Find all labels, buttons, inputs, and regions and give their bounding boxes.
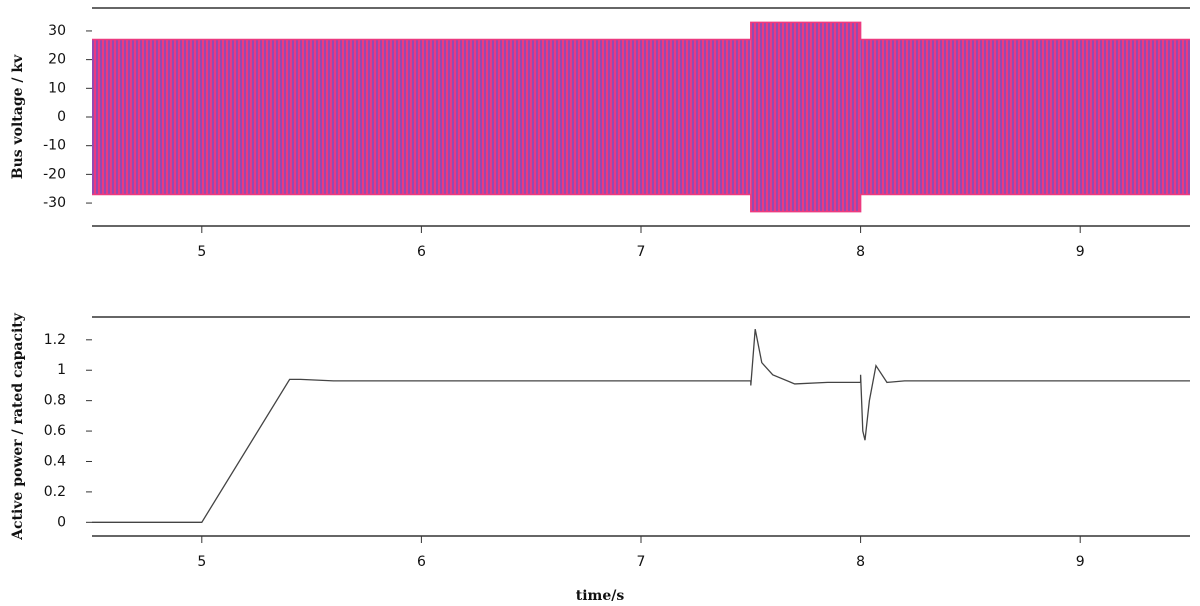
x-tick-label: 5 xyxy=(197,244,206,260)
y-tick-label: -10 xyxy=(43,138,66,154)
x-tick-label: 6 xyxy=(417,554,426,570)
y-tick-label: 0.4 xyxy=(44,453,66,469)
y-axis-title: Active power / rated capacity xyxy=(10,312,26,541)
y-tick-label: 0 xyxy=(57,514,66,530)
voltage-envelope xyxy=(92,193,1190,213)
y-tick-label: 0.2 xyxy=(44,484,66,500)
voltage-band xyxy=(860,39,1190,195)
x-tick-label: 9 xyxy=(1076,244,1085,260)
x-tick-label: 9 xyxy=(1076,554,1085,570)
x-axis-title: time/s xyxy=(576,588,625,604)
y-tick-label: -20 xyxy=(43,166,66,182)
x-tick-label: 5 xyxy=(197,554,206,570)
y-tick-label: 30 xyxy=(48,23,66,39)
power-line xyxy=(92,329,1190,523)
y-tick-label: 0 xyxy=(57,109,66,125)
x-tick-label: 8 xyxy=(856,554,865,570)
x-tick-label: 7 xyxy=(637,244,646,260)
x-tick-label: 6 xyxy=(417,244,426,260)
y-tick-label: 0.8 xyxy=(44,393,66,409)
voltage-envelope xyxy=(92,21,1190,41)
y-tick-label: 10 xyxy=(48,80,66,96)
y-tick-label: 1 xyxy=(57,362,66,378)
y-tick-label: -30 xyxy=(43,195,66,211)
voltage-band xyxy=(92,39,751,195)
y-tick-label: 1.2 xyxy=(44,332,66,348)
y-tick-label: 0.6 xyxy=(44,423,66,439)
x-tick-label: 8 xyxy=(856,244,865,260)
y-axis-title: Bus voltage / kv xyxy=(10,54,26,179)
x-tick-label: 7 xyxy=(637,554,646,570)
y-tick-label: 20 xyxy=(48,52,66,68)
voltage-band xyxy=(750,22,861,212)
